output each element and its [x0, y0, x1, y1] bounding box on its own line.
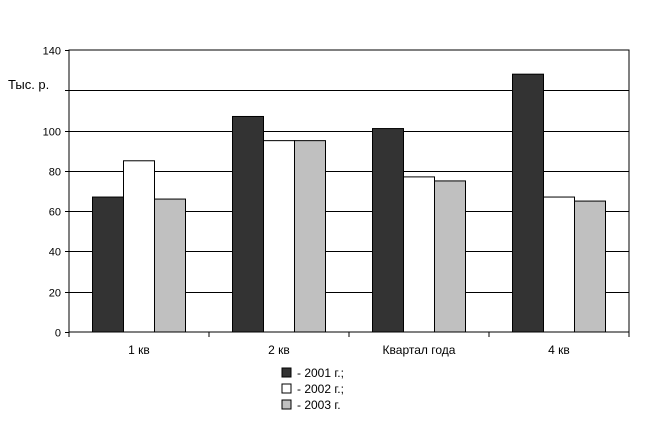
- legend-swatch-3: [281, 399, 292, 410]
- x-category-label: 4 кв: [548, 343, 570, 357]
- y-axis-ticks: 0 20 40 60 80 100 140: [43, 46, 69, 340]
- legend-label-1: - 2001 г.;: [297, 366, 344, 380]
- legend-swatch-2: [281, 383, 292, 394]
- y-tick-label: 60: [49, 207, 61, 219]
- bar-2-4: [543, 196, 575, 333]
- y-tick-label: 40: [49, 247, 61, 259]
- bar-3-1: [154, 198, 186, 333]
- bars: [92, 73, 606, 333]
- legend: - 2001 г.; - 2002 г.; - 2003 г.: [281, 366, 344, 412]
- bar-3-4: [574, 200, 606, 333]
- x-axis-categories: 1 кв 2 кв Квартал года 4 кв: [68, 332, 630, 357]
- legend-label-3: - 2003 г.: [297, 398, 341, 412]
- bar-3-2: [294, 140, 326, 333]
- bar-1-4: [512, 73, 544, 333]
- y-tick-label: 20: [49, 288, 61, 300]
- legend-swatch-1: [281, 367, 292, 378]
- bar-1-2: [232, 115, 264, 333]
- y-axis-label: Тыс. р.: [8, 77, 49, 92]
- bar-1-3: [372, 128, 404, 333]
- bar-2-1: [123, 160, 155, 333]
- y-tick-label: 0: [55, 328, 61, 340]
- bar-1-1: [92, 196, 124, 333]
- legend-label-2: - 2002 г.;: [297, 382, 344, 396]
- x-category-label: Квартал года: [383, 343, 456, 357]
- x-category-label: 2 кв: [268, 343, 290, 357]
- y-tick-label: 80: [49, 167, 61, 179]
- bar-2-2: [263, 140, 295, 333]
- y-tick-label: 140: [43, 46, 61, 58]
- bar-3-3: [434, 180, 466, 333]
- y-tick-label: 100: [43, 127, 61, 139]
- bar-2-3: [403, 176, 435, 333]
- x-category-label: 1 кв: [128, 343, 150, 357]
